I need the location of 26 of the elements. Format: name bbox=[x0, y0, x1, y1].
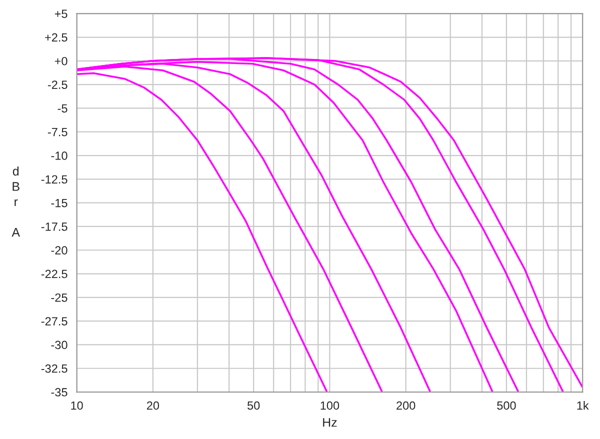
y-tick-label: -10 bbox=[51, 152, 68, 160]
x-tick-label: 20 bbox=[146, 401, 160, 410]
y-tick-label: -7.5 bbox=[48, 128, 68, 136]
y-tick-label: -30 bbox=[51, 340, 68, 350]
text: dBr A bbox=[12, 166, 20, 237]
x-axis-title: Hz bbox=[323, 418, 337, 427]
y-tick-label: +0 bbox=[54, 56, 68, 66]
y-tick-label: -12.5 bbox=[41, 175, 68, 184]
y-tick-label: -5 bbox=[58, 104, 68, 113]
y-tick-label: -17.5 bbox=[41, 222, 68, 231]
y-tick-label: -32.5 bbox=[41, 364, 68, 373]
y-tick-label: -27.5 bbox=[41, 317, 68, 326]
x-tick-label: 1k bbox=[577, 401, 589, 410]
x-tick-label: 10 bbox=[71, 401, 83, 410]
y-tick-label: +5 bbox=[54, 10, 68, 18]
y-tick-label: -2.5 bbox=[48, 80, 68, 89]
y-tick-label: -15 bbox=[51, 198, 68, 208]
y-tick-label: -35 bbox=[51, 388, 68, 396]
x-tick-label: 500 bbox=[497, 401, 516, 410]
x-tick-label: 50 bbox=[247, 401, 260, 410]
x-tick-label: 100 bbox=[320, 401, 340, 410]
y-tick-label: +2.5 bbox=[45, 33, 68, 42]
y-tick-label: -25 bbox=[51, 293, 68, 302]
y-tick-label: -20 bbox=[51, 246, 68, 255]
y-tick-label: -22.5 bbox=[41, 270, 68, 278]
x-tick-label: 200 bbox=[396, 401, 416, 410]
